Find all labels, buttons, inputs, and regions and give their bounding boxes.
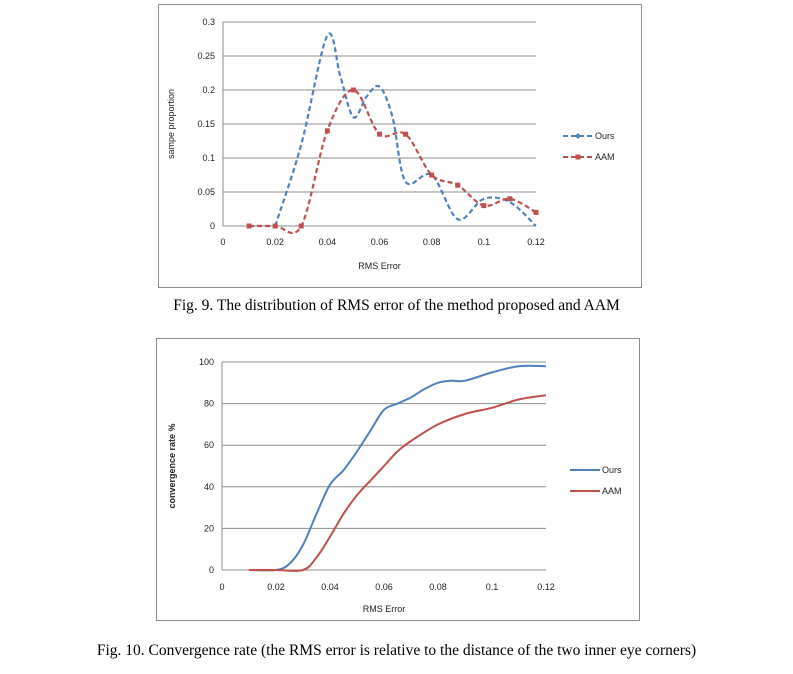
- fig9-series-line-aam: [249, 88, 537, 235]
- fig9-y-tick-label: 0.15: [197, 119, 215, 129]
- fig10-series-line-aam: [249, 394, 547, 572]
- fig10-x-tick-label: 0.1: [486, 582, 499, 592]
- fig10-x-tick-label: 0.12: [537, 582, 555, 592]
- fig9-data-point-aam: [377, 131, 382, 137]
- fig9-data-point-aam: [429, 172, 435, 178]
- figure-10-chart: 0 20 40 60 80 100 0 0.02 0.04 0.06 0.08 0.1 0.12 RMS …: [167, 357, 622, 614]
- fig9-y-tick-label: 0.2: [202, 85, 215, 95]
- fig10-legend-label-aam: AAM: [602, 486, 622, 496]
- fig9-data-point-aam: [455, 182, 461, 188]
- fig9-legend-marker-ours: [575, 133, 581, 139]
- fig9-data-point-aam: [298, 223, 304, 229]
- fig9-data-point-aam: [324, 128, 330, 134]
- fig9-x-tick-label: 0.02: [266, 237, 284, 247]
- fig9-legend-label-ours: Ours: [595, 131, 615, 141]
- figure-9-chart-frame: 0 0.05 0.1 0.15 0.2 0.25 0.3 0 0.02 0.04 0.06 0.08 0…: [158, 4, 642, 288]
- fig9-x-tick-label: 0.04: [319, 237, 337, 247]
- fig9-data-point-aam: [403, 131, 409, 137]
- fig9-x-tick-label: 0.12: [527, 237, 545, 247]
- fig9-y-axis-title: sampe proportion: [166, 89, 176, 159]
- fig9-y-tick-label: 0.05: [197, 187, 215, 197]
- fig10-y-tick-label: 40: [204, 482, 214, 492]
- fig10-y-tick-label: 0: [209, 565, 214, 575]
- fig10-y-tick-label: 100: [199, 357, 214, 367]
- fig9-x-tick-label: 0: [220, 237, 225, 247]
- fig10-y-tick-label: 20: [204, 523, 214, 533]
- fig9-y-tick-label: 0.3: [202, 17, 215, 27]
- fig9-data-point-aam: [350, 87, 356, 93]
- figure-10-caption: Fig. 10. Convergence rate (the RMS error…: [96, 642, 697, 659]
- fig10-x-tick-label: 0.08: [429, 582, 447, 592]
- fig9-legend-marker-aam: [575, 154, 581, 160]
- fig9-data-point-aam: [272, 223, 278, 229]
- fig9-data-point-aam: [533, 209, 539, 215]
- fig10-legend-label-ours: Ours: [602, 465, 622, 475]
- fig9-x-tick-label: 0.1: [478, 237, 491, 247]
- fig9-y-tick-label: 0.25: [197, 51, 215, 61]
- figure-10-chart-frame: 0 20 40 60 80 100 0 0.02 0.04 0.06 0.08 0.1 0.12 RMS …: [156, 338, 640, 621]
- fig9-data-point-aam: [507, 196, 513, 202]
- fig10-x-tick-label: 0.02: [267, 582, 285, 592]
- fig9-y-tick-label: 0.1: [202, 153, 215, 163]
- fig9-x-tick-label: 0.08: [423, 237, 441, 247]
- fig9-data-point-aam: [246, 223, 252, 229]
- fig9-legend-label-aam: AAM: [595, 152, 615, 162]
- fig10-x-tick-label: 0.06: [375, 582, 393, 592]
- fig9-x-tick-label: 0.06: [371, 237, 389, 247]
- fig9-y-tick-label: 0: [210, 221, 215, 231]
- fig9-series-line-ours: [274, 32, 537, 227]
- fig10-y-axis-title: convergence rate %: [167, 423, 177, 508]
- fig9-data-point-aam: [481, 203, 487, 209]
- fig10-y-tick-label: 60: [204, 440, 214, 450]
- figure-9-chart: 0 0.05 0.1 0.15 0.2 0.25 0.3 0 0.02 0.04 0.06 0.08 0…: [166, 17, 615, 271]
- figure-9-caption: Fig. 9. The distribution of RMS error of…: [173, 297, 620, 314]
- fig10-y-tick-label: 80: [204, 399, 214, 409]
- fig10-x-tick-label: 0.04: [321, 582, 339, 592]
- fig10-series-line-ours: [248, 364, 547, 572]
- fig10-x-axis-title: RMS Error: [363, 604, 406, 614]
- fig10-x-tick-label: 0: [219, 582, 224, 592]
- fig9-x-axis-title: RMS Error: [358, 261, 401, 271]
